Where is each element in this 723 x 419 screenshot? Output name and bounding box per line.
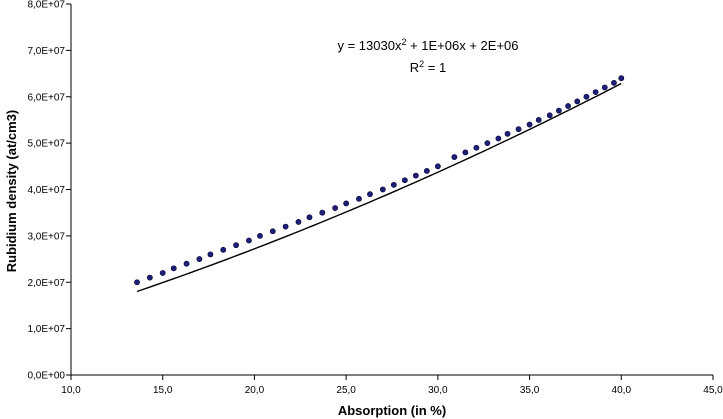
data-point xyxy=(379,186,386,193)
data-point xyxy=(233,242,239,249)
y-tick-label: 2,0E+07 xyxy=(27,278,65,289)
data-point xyxy=(583,93,590,100)
y-tick-label: 5,0E+07 xyxy=(27,139,65,150)
data-point xyxy=(434,163,441,170)
data-point xyxy=(556,107,562,114)
data-point xyxy=(526,121,533,128)
x-tick-label: 20,0 xyxy=(245,385,265,396)
data-point xyxy=(515,126,522,133)
data-point xyxy=(343,200,350,207)
data-point xyxy=(546,112,553,119)
data-point xyxy=(601,84,608,91)
data-point xyxy=(390,181,397,188)
data-point xyxy=(618,75,625,82)
data-point xyxy=(574,98,581,105)
data-point xyxy=(170,265,177,272)
data-point xyxy=(495,135,502,142)
x-tick-label: 25,0 xyxy=(336,385,356,396)
data-point xyxy=(367,191,373,198)
data-point xyxy=(246,237,252,244)
y-ticks: 0,0E+00 1,0E+07 2,0E+07 3,0E+07 4,0E+07 5,0E+… xyxy=(27,0,71,382)
data-point xyxy=(484,140,491,147)
r-squared-label: R2 = 1 xyxy=(410,59,446,75)
x-tick-label: 15,0 xyxy=(153,385,173,396)
data-point xyxy=(257,232,263,239)
data-point xyxy=(504,130,511,137)
data-point xyxy=(282,223,289,230)
x-tick-label: 10,0 xyxy=(61,385,81,396)
data-point xyxy=(295,219,302,225)
y-tick-label: 8,0E+07 xyxy=(27,0,65,11)
data-point xyxy=(462,149,469,156)
trendline xyxy=(136,82,622,293)
data-point xyxy=(196,256,203,262)
data-point xyxy=(423,168,430,174)
y-tick-label: 1,0E+07 xyxy=(27,324,65,335)
equation-exponent: 2 xyxy=(401,37,406,47)
data-point xyxy=(592,89,599,96)
data-point xyxy=(412,172,419,179)
data-point xyxy=(332,205,339,211)
x-tick-label: 45,0 xyxy=(703,385,723,396)
r2-suffix: = 1 xyxy=(424,60,446,75)
data-point xyxy=(207,251,214,258)
y-axis-title: Rubidium density (at/cm3) xyxy=(4,110,19,273)
x-ticks: 10,0 15,0 20,0 25,0 30,0 35,0 40,0 45,0 xyxy=(61,375,723,396)
data-point xyxy=(356,195,362,202)
x-axis-title: Absorption (in %) xyxy=(338,403,446,418)
axes xyxy=(70,4,713,376)
r2-exponent: 2 xyxy=(419,59,424,69)
data-point xyxy=(220,246,227,253)
data-point xyxy=(146,274,153,281)
data-point xyxy=(269,228,276,235)
equation-prefix: y = 13030x xyxy=(337,38,401,53)
equation-suffix: + 1E+06x + 2E+06 xyxy=(406,38,518,53)
data-points xyxy=(134,75,625,286)
data-point xyxy=(611,79,617,86)
data-point xyxy=(473,144,480,151)
y-tick-label: 4,0E+07 xyxy=(27,185,65,196)
data-point xyxy=(535,117,542,123)
data-point xyxy=(319,209,326,216)
data-point xyxy=(451,154,458,160)
y-tick-label: 3,0E+07 xyxy=(27,231,65,242)
y-tick-label: 7,0E+07 xyxy=(27,46,65,57)
data-point xyxy=(565,103,571,109)
data-point xyxy=(134,279,140,286)
y-tick-label: 0,0E+00 xyxy=(27,371,65,382)
data-point xyxy=(159,270,166,276)
data-point xyxy=(306,214,313,221)
y-tick-label: 6,0E+07 xyxy=(27,92,65,103)
r2-prefix: R xyxy=(410,60,419,75)
x-tick-label: 30,0 xyxy=(428,385,448,396)
x-tick-label: 40,0 xyxy=(612,385,632,396)
trendline-equation: y = 13030x2 + 1E+06x + 2E+06 xyxy=(337,37,518,53)
x-tick-label: 35,0 xyxy=(520,385,540,396)
data-point xyxy=(183,260,190,267)
data-point xyxy=(401,177,408,184)
